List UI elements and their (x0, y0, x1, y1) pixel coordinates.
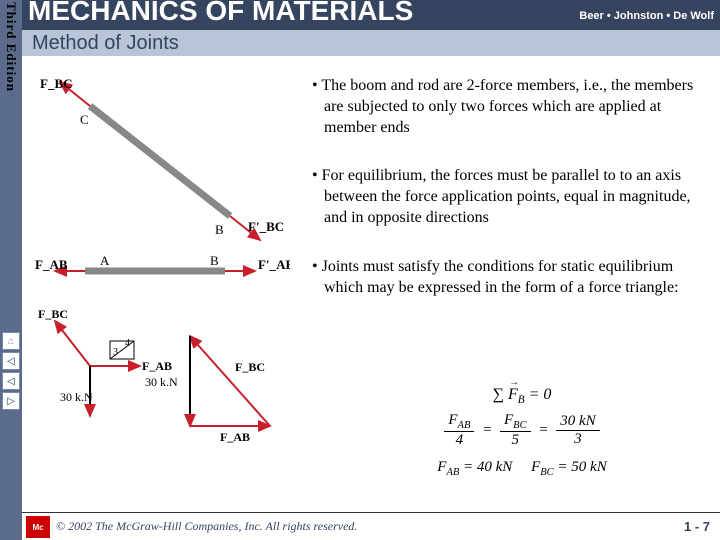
book-title: MECHANICS OF MATERIALS (28, 0, 413, 27)
equations-block: ∑ →FB = 0 FAB4 = FBC5 = 30 kN3 FAB = 40 … (392, 386, 652, 478)
svg-text:F_BC: F_BC (40, 76, 73, 91)
lbl-load: 30 k.N (60, 390, 93, 404)
svg-text:F′_BC: F′_BC (248, 219, 284, 234)
nav-home-icon[interactable]: ⌂ (2, 332, 20, 350)
svg-text:F_BC: F_BC (38, 307, 68, 321)
bullet-3: Joints must satisfy the conditions for s… (312, 257, 712, 299)
lbl-fab4: F_AB (220, 430, 250, 444)
bullet-2: For equilibrium, the forces must be para… (312, 166, 712, 228)
lbl-b2: B (210, 253, 219, 268)
nav-icons: ⌂ ◁ ◁ ▷ (2, 332, 20, 410)
tri-h: 3 (113, 347, 118, 358)
figures-column: F_BC C B F′_BC F_AB A B F′_AB 3 4 F_BC (30, 76, 290, 481)
content-area: F_BC C B F′_BC F_AB A B F′_AB 3 4 F_BC (22, 56, 720, 511)
svg-text:F_AB: F_AB (142, 359, 172, 373)
edition-strip: Third Edition ⌂ ◁ ◁ ▷ (0, 0, 22, 540)
tri-v: 4 (125, 338, 130, 349)
svg-text:F_AB: F_AB (35, 257, 68, 272)
svg-text:30 k.N: 30 k.N (60, 390, 93, 404)
lbl-fpab: F′_AB (258, 257, 290, 272)
svg-text:F_BC: F_BC (235, 360, 265, 374)
svg-text:A: A (100, 253, 110, 268)
bullet-1: The boom and rod are 2-force members, i.… (312, 76, 712, 138)
figure-bc-member: F_BC C B F′_BC (30, 76, 290, 246)
nav-next-icon[interactable]: ◁ (2, 372, 20, 390)
lbl-fbc4: F_BC (235, 360, 265, 374)
footer: Mc © 2002 The McGraw-Hill Companies, Inc… (22, 512, 720, 540)
lbl-load2: 30 k.N (145, 375, 178, 389)
eq-ratios: FAB4 = FBC5 = 30 kN3 (392, 412, 652, 449)
svg-text:3: 3 (113, 347, 118, 358)
svg-text:B: B (210, 253, 219, 268)
lbl-fpbc: F′_BC (248, 219, 284, 234)
eq-sum: ∑ →FB = 0 (392, 386, 652, 406)
slide-title: Method of Joints (22, 30, 720, 56)
lbl-b: B (215, 222, 224, 237)
edition-label: Third Edition (3, 2, 19, 92)
lbl-fab3: F_AB (142, 359, 172, 373)
svg-text:F′_AB: F′_AB (258, 257, 290, 272)
lbl-fbc3: F_BC (38, 307, 68, 321)
page-number: 1 - 7 (684, 519, 710, 534)
nav-last-icon[interactable]: ▷ (2, 392, 20, 410)
lbl-fab: F_AB (35, 257, 68, 272)
svg-text:30 k.N: 30 k.N (145, 375, 178, 389)
figure-ab-member: F_AB A B F′_AB (30, 251, 290, 291)
header-bar: MECHANICS OF MATERIALS Beer • Johnston •… (22, 0, 720, 30)
lbl-fbc: F_BC (40, 76, 73, 91)
svg-text:B: B (215, 222, 224, 237)
svg-text:F_AB: F_AB (220, 430, 250, 444)
bullet-list: The boom and rod are 2-force members, i.… (312, 76, 712, 326)
svg-text:4: 4 (125, 338, 130, 349)
publisher-logo: Mc (26, 516, 50, 538)
lbl-c: C (80, 112, 89, 127)
svg-text:C: C (80, 112, 89, 127)
nav-prev-icon[interactable]: ◁ (2, 352, 20, 370)
lbl-a: A (100, 253, 110, 268)
figure-fbd-triangle: 3 4 F_BC F_AB 30 k.N F_AB F_BC 30 k.N (30, 296, 290, 476)
eq-results: FAB = 40 kN FBC = 50 kN (392, 459, 652, 478)
copyright-text: © 2002 The McGraw-Hill Companies, Inc. A… (56, 519, 357, 534)
authors: Beer • Johnston • De Wolf (579, 10, 714, 22)
